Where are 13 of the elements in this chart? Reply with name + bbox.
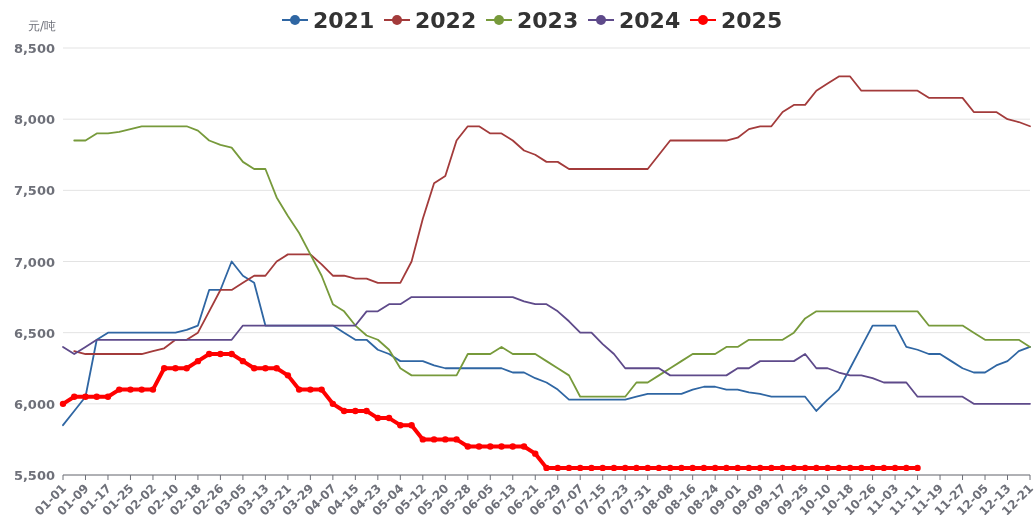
- y-tick-label: 5,500: [13, 468, 55, 483]
- y-tick-label: 7,500: [13, 183, 55, 199]
- legend-label: 2022: [415, 8, 477, 33]
- y-tick-label: 8,500: [13, 41, 55, 56]
- y-tick-label: 8,000: [13, 112, 55, 128]
- legend-label: 2023: [517, 8, 579, 33]
- legend-label: 2024: [619, 8, 681, 33]
- legend-label: 2025: [721, 8, 783, 33]
- y-tick-label: 7,000: [13, 254, 55, 270]
- legend-label: 2021: [313, 8, 375, 33]
- y-axis-title: 元/吨: [27, 19, 57, 33]
- y-tick-label: 6,500: [13, 325, 55, 341]
- y-tick-label: 6,000: [13, 396, 55, 412]
